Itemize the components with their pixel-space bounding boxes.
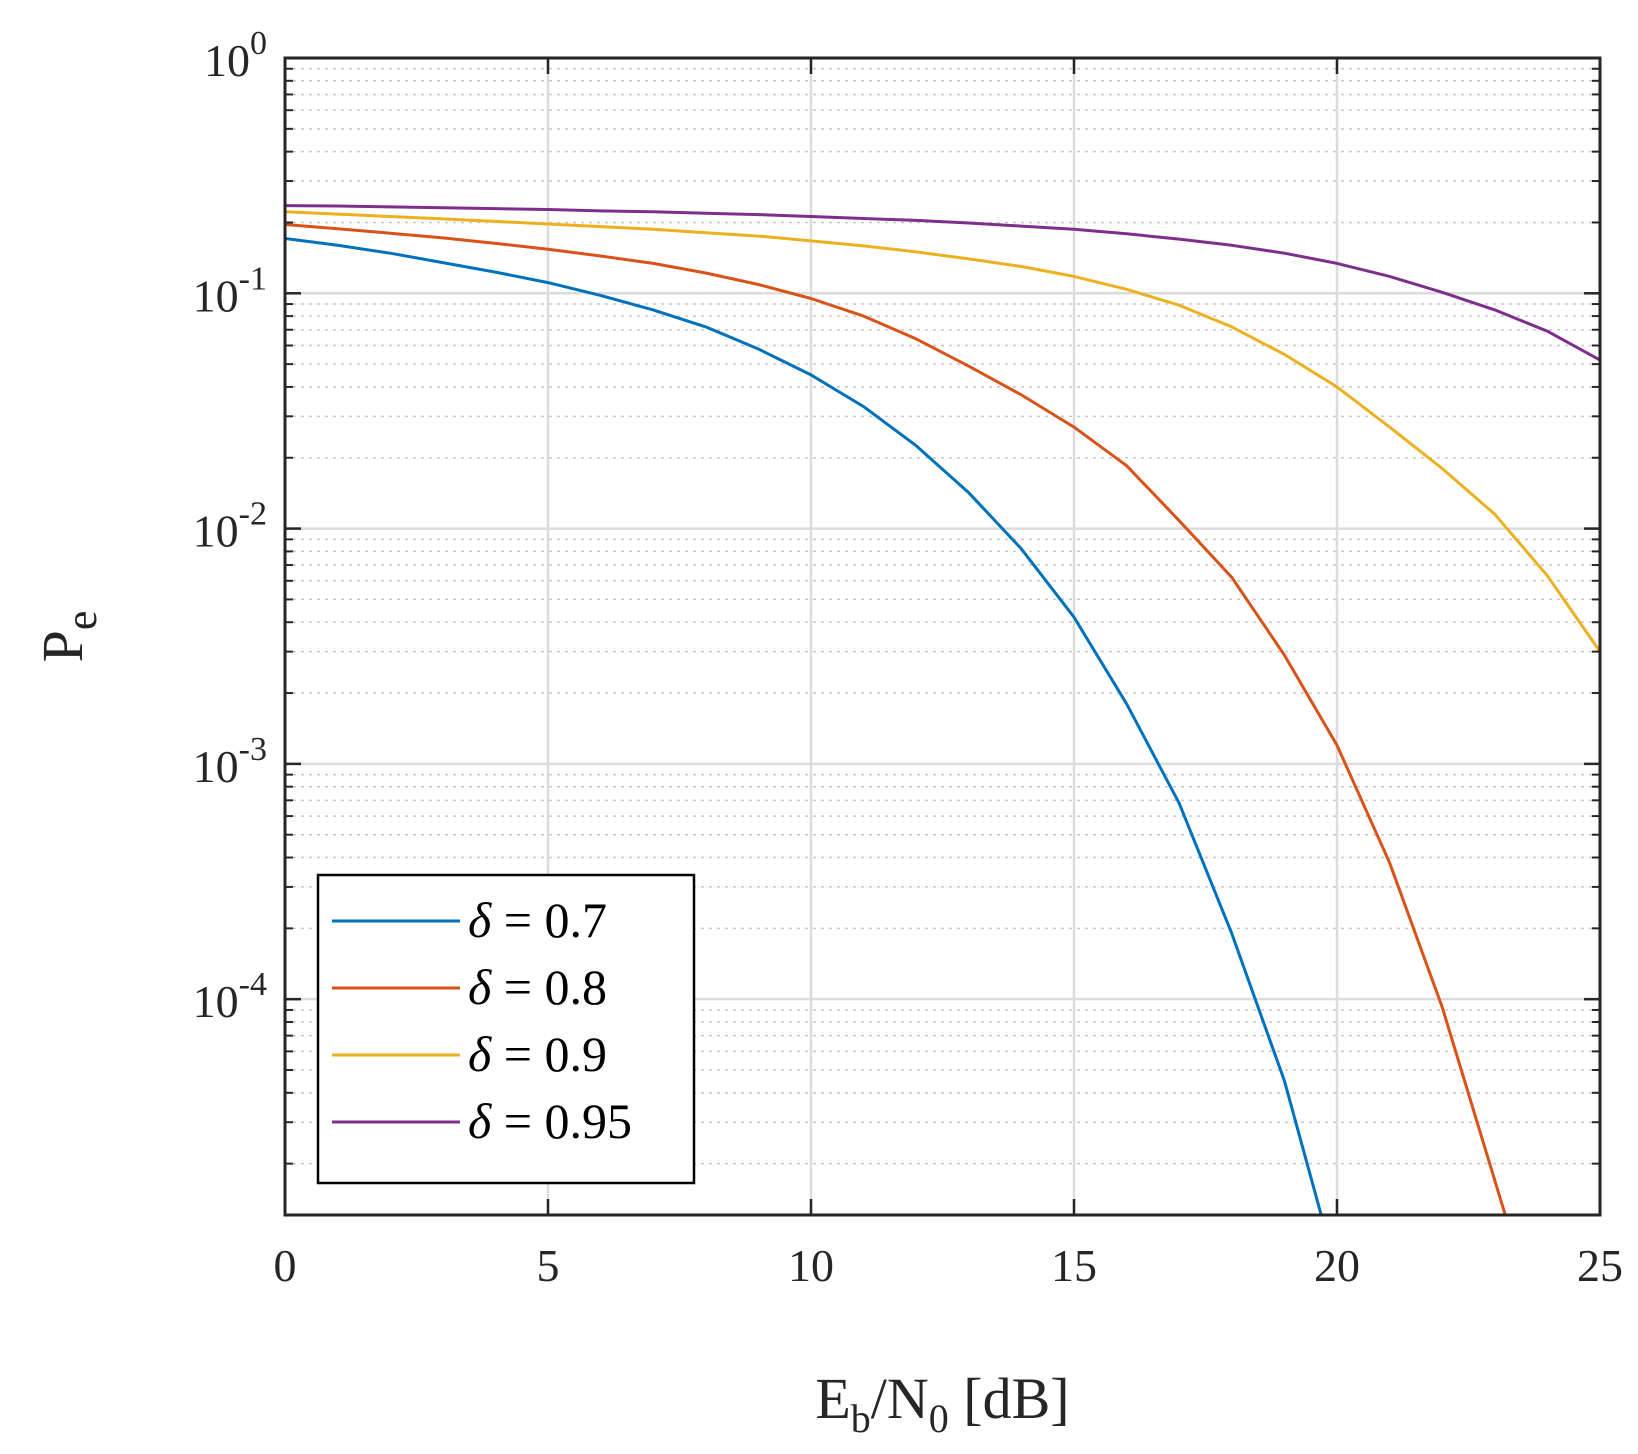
x-tick-label: 15: [1051, 1240, 1097, 1291]
y-tick-label: 10-2: [193, 496, 267, 557]
legend: δ = 0.7 δ = 0.8 δ = 0.9 δ = 0.95: [316, 873, 696, 1185]
legend-label: δ = 0.9: [468, 1026, 607, 1082]
x-tick-label: 25: [1577, 1240, 1623, 1291]
legend-entries: δ = 0.7 δ = 0.8 δ = 0.9 δ = 0.95: [332, 892, 632, 1149]
y-axis-label: Pe: [30, 611, 106, 663]
legend-label: δ = 0.7: [468, 892, 607, 948]
y-tick-label: 10-3: [193, 731, 267, 792]
axis-ticks: 100 10-1 10-2 10-3 10-4 0 5 10 15 20 25: [193, 25, 1623, 1291]
series-lines: [285, 204, 1600, 1215]
y-tick-label: 10-1: [193, 260, 267, 321]
series-line-2: [285, 223, 1507, 1215]
x-axis-label: Eb/N0 [dB]: [815, 1366, 1069, 1441]
legend-label: δ = 0.8: [468, 959, 607, 1015]
y-tick-label: 100: [204, 25, 267, 86]
series-line-3: [285, 210, 1600, 653]
x-tick-label: 0: [274, 1240, 297, 1291]
plot-frame: [283, 56, 1602, 1217]
legend-box: [316, 873, 696, 1185]
x-tick-label: 20: [1314, 1240, 1360, 1291]
legend-label: δ = 0.95: [468, 1093, 632, 1149]
y-tick-label: 10-4: [193, 966, 267, 1027]
x-tick-label: 10: [788, 1240, 834, 1291]
series-line-4: [285, 204, 1600, 362]
x-tick-label: 5: [537, 1240, 560, 1291]
series-line-1: [285, 237, 1323, 1215]
